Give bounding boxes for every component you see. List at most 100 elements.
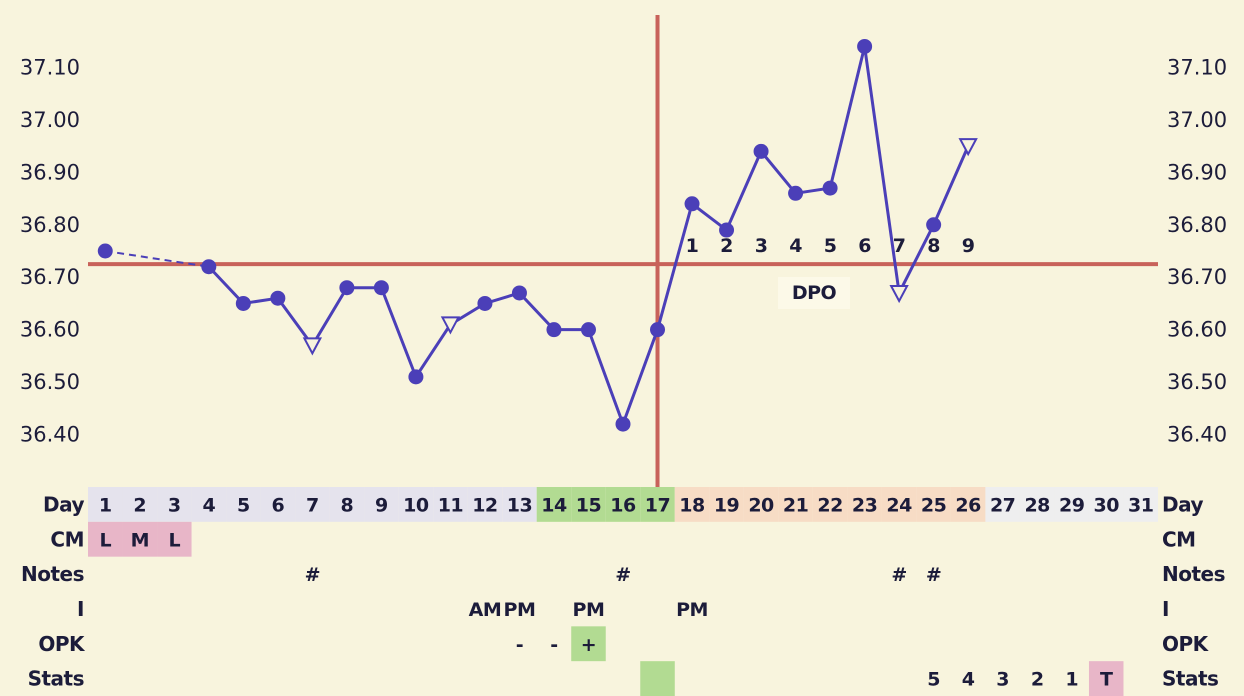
day-cell [916, 487, 951, 522]
day-cell [502, 487, 537, 522]
day-cell [709, 487, 744, 522]
day-number: 10 [403, 494, 429, 516]
temperature-marker [235, 295, 251, 311]
day-cell [571, 487, 606, 522]
row-label-right: I [1162, 597, 1169, 621]
cell-text: # [926, 564, 941, 586]
day-cell [467, 487, 503, 522]
temperature-line [207, 46, 970, 429]
day-number: 4 [202, 494, 215, 516]
day-number: 25 [921, 494, 946, 516]
day-cell [1019, 487, 1055, 522]
row-label-right: OPK [1162, 632, 1210, 656]
day-cell [122, 487, 158, 522]
day-number: 29 [1059, 494, 1084, 516]
temperature-marker [580, 322, 596, 338]
row-label: Day [43, 492, 84, 516]
day-number: 18 [679, 494, 705, 516]
day-cell [88, 487, 123, 522]
day-number: 16 [610, 494, 636, 516]
temperature-marker [546, 322, 562, 338]
y-tick-label: 36.80 [20, 213, 80, 237]
day-cell [778, 487, 813, 522]
day-cell [191, 487, 227, 522]
dpo-box [778, 277, 850, 309]
day-cell [295, 487, 330, 522]
day-cell [329, 487, 365, 522]
day-cell [1054, 487, 1089, 522]
row-label: Notes [21, 562, 84, 586]
temperature-marker [97, 243, 113, 259]
row-label: Stats [28, 667, 84, 691]
row-label-right: Day [1162, 492, 1203, 516]
temperature-marker [684, 196, 700, 212]
temperature-marker [339, 280, 355, 296]
cell-text: PM [504, 599, 536, 621]
temperature-marker [270, 290, 286, 306]
day-cell [847, 487, 882, 522]
temperature-marker [615, 416, 631, 432]
day-number: 19 [714, 494, 739, 516]
cell-text: 2 [1031, 669, 1044, 691]
temperature-marker-open [302, 337, 323, 356]
day-cell [364, 487, 399, 522]
day-cell [950, 487, 986, 522]
row-label: OPK [38, 632, 86, 656]
cell-text: T [1100, 669, 1113, 691]
day-number: 13 [507, 494, 532, 516]
dpo-number: 4 [789, 235, 802, 257]
day-cell [605, 487, 641, 522]
cell-text: 4 [962, 669, 975, 691]
day-cell [260, 487, 296, 522]
y-tick-label-right: 36.90 [1167, 160, 1227, 184]
day-number: 30 [1093, 494, 1119, 516]
day-number: 15 [576, 494, 601, 516]
cell-text: # [891, 564, 906, 586]
temperature-marker [822, 180, 838, 196]
row-label-right: Stats [1162, 667, 1218, 691]
day-number: 24 [886, 494, 912, 516]
day-cell [640, 487, 675, 522]
day-number: 28 [1024, 494, 1050, 516]
day-number: 12 [472, 494, 497, 516]
y-tick-label: 36.50 [20, 370, 80, 394]
day-number: 21 [783, 494, 808, 516]
day-number: 11 [438, 494, 463, 516]
background-layer [88, 487, 1158, 696]
y-tick-label-right: 36.70 [1167, 265, 1227, 289]
day-cell [743, 487, 779, 522]
cell-text: PM [676, 599, 708, 621]
y-tick-label-right: 36.40 [1167, 423, 1227, 447]
day-number: 26 [955, 494, 981, 516]
y-tick-label: 37.00 [20, 108, 80, 132]
temperature-marker-open [958, 138, 978, 157]
cell-text: 5 [927, 669, 940, 691]
day-number: 14 [541, 494, 567, 516]
y-tick-label: 37.10 [20, 55, 80, 79]
day-number: 20 [748, 494, 774, 516]
cell-text: L [99, 529, 111, 551]
y-tick-label: 36.60 [20, 318, 80, 342]
cell-text: - [550, 634, 557, 656]
day-cell [1123, 487, 1158, 522]
temperature-marker [719, 222, 735, 238]
day-number: 6 [271, 494, 284, 516]
day-cell [433, 487, 468, 522]
cell-highlight [88, 521, 123, 557]
dpo-number: 7 [893, 235, 906, 257]
cell-text: 3 [996, 669, 1009, 691]
temperature-marker [201, 259, 217, 275]
cell-text: L [168, 529, 180, 551]
y-tick-label-right: 37.10 [1167, 55, 1227, 79]
gap-connector [105, 250, 209, 268]
day-number: 31 [1128, 494, 1153, 516]
cell-text: - [516, 634, 523, 656]
day-cell [1088, 487, 1124, 522]
day-number: 22 [817, 494, 842, 516]
y-tick-label: 36.90 [20, 160, 80, 184]
row-label: I [77, 597, 84, 621]
temperature-marker [373, 280, 389, 296]
row-label-right: CM [1162, 527, 1196, 551]
dpo-number: 8 [927, 235, 940, 257]
